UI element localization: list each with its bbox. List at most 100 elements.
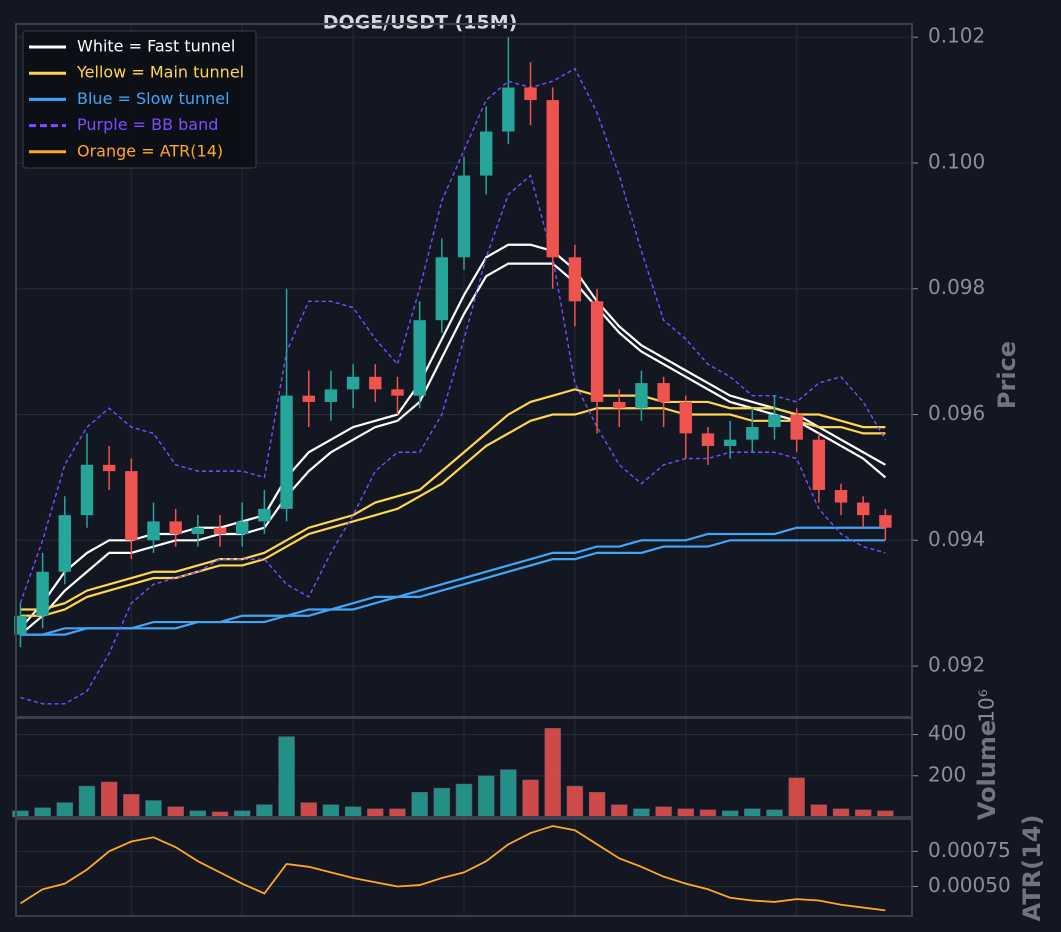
volume-bar xyxy=(455,783,473,818)
candle-body xyxy=(746,427,759,440)
volume-bar xyxy=(56,802,74,818)
legend-label: Blue = Slow tunnel xyxy=(77,89,230,108)
volume-bar xyxy=(411,792,428,818)
candle-body xyxy=(280,395,293,509)
candle-body xyxy=(657,383,670,402)
volume-bar xyxy=(810,804,828,818)
volume-bar xyxy=(123,794,140,818)
volume-bar xyxy=(145,800,162,818)
panel-frame xyxy=(15,818,913,917)
candle-body xyxy=(369,376,382,390)
volume-bar xyxy=(832,808,850,818)
tunnel-line xyxy=(19,243,886,630)
legend-label: Yellow = Main tunnel xyxy=(76,63,244,82)
volume-bar xyxy=(278,736,295,818)
volume-bar xyxy=(389,808,406,818)
candle-body xyxy=(635,383,648,409)
chart-title: DOGE/USDT (15M) xyxy=(323,12,518,34)
y-tick-label: 0.092 xyxy=(928,653,985,677)
volume-bar xyxy=(611,804,628,818)
volume-bar xyxy=(100,781,118,818)
tunnel-line xyxy=(20,407,886,617)
candle-body xyxy=(524,87,537,101)
candle-body xyxy=(324,389,338,402)
candle-body xyxy=(169,521,182,535)
legend-label: White = Fast tunnel xyxy=(77,37,235,56)
panel-frame xyxy=(15,717,913,818)
volume-bar xyxy=(677,808,695,818)
candle-body xyxy=(879,515,892,528)
volume-bar xyxy=(300,802,317,818)
volume-bar xyxy=(256,804,273,818)
y-axis-label: Price xyxy=(993,341,1021,409)
volume-bar xyxy=(544,728,561,818)
y-tick-label: 0.096 xyxy=(928,401,985,425)
volume-bar xyxy=(344,806,362,818)
volume-bar xyxy=(744,808,761,818)
candle-body xyxy=(435,257,449,321)
atr-line xyxy=(19,825,886,912)
volume-bar xyxy=(500,769,517,818)
legend-label: Orange = ATR(14) xyxy=(77,141,223,160)
axis-offset-label: 10⁶ xyxy=(975,689,999,722)
tunnel-line xyxy=(20,526,886,636)
y-axis-label: Volume xyxy=(973,720,1001,820)
volume-bar xyxy=(766,809,783,818)
volume-bar xyxy=(322,804,340,818)
volume-bar xyxy=(167,806,184,818)
volume-bar xyxy=(788,777,805,818)
candle-body xyxy=(80,464,94,516)
volume-bar xyxy=(588,792,606,818)
volume-bar xyxy=(633,808,650,818)
candle-body xyxy=(457,175,471,258)
tunnel-line xyxy=(20,539,886,636)
candle-body xyxy=(36,571,49,616)
y-tick-label: 0.094 xyxy=(928,527,985,551)
tunnel-line xyxy=(19,67,886,604)
candle-body xyxy=(613,401,626,409)
candle-body xyxy=(58,515,72,572)
candle-body xyxy=(768,414,781,428)
volume-bar xyxy=(34,807,51,818)
candle-body xyxy=(258,508,271,522)
tunnel-line xyxy=(19,262,887,636)
y-tick-label: 0.00050 xyxy=(928,873,1011,897)
candle-body xyxy=(856,502,870,516)
y-axis-label: ATR(14) xyxy=(1018,815,1046,922)
legend-label: Purple = BB band xyxy=(77,115,218,134)
candle-body xyxy=(346,376,360,390)
candle-body xyxy=(125,471,138,541)
candle-body xyxy=(568,257,582,302)
candle-body xyxy=(14,615,27,635)
candle-body xyxy=(701,433,715,446)
candle-body xyxy=(413,320,426,396)
volume-bar xyxy=(522,779,539,818)
volume-bar xyxy=(655,806,672,818)
candle-body xyxy=(723,439,737,446)
candle-body xyxy=(302,395,315,402)
y-tick-label: 0.00075 xyxy=(928,838,1011,862)
candle-body xyxy=(213,527,227,535)
volume-bar xyxy=(367,808,384,818)
candle-body xyxy=(679,401,692,434)
candle-body xyxy=(191,527,205,535)
candle-body xyxy=(502,87,515,132)
volume-bar xyxy=(699,809,717,818)
y-tick-label: 0.102 xyxy=(928,24,985,48)
candle-body xyxy=(236,521,249,535)
candle-body xyxy=(590,301,604,402)
y-tick-label: 0.100 xyxy=(928,149,985,173)
volume-bar xyxy=(566,785,584,818)
candle-body xyxy=(546,100,559,258)
volume-bar xyxy=(477,775,495,818)
candle-body xyxy=(812,439,826,490)
y-tick-label: 200 xyxy=(928,762,966,786)
y-tick-label: 0.098 xyxy=(928,275,985,299)
volume-bar xyxy=(433,787,451,818)
y-tick-label: 400 xyxy=(928,721,966,745)
candle-body xyxy=(834,489,848,503)
candle-body xyxy=(391,389,404,396)
tunnel-line xyxy=(20,388,886,611)
candle-body xyxy=(790,414,803,440)
